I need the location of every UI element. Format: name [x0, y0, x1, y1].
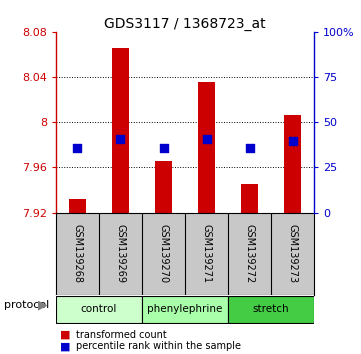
- Text: GSM139271: GSM139271: [201, 224, 212, 283]
- Text: GSM139272: GSM139272: [244, 224, 255, 283]
- Text: protocol: protocol: [4, 300, 49, 310]
- Point: [161, 145, 166, 151]
- Bar: [198, 81, 215, 212]
- FancyBboxPatch shape: [56, 296, 142, 323]
- Text: transformed count: transformed count: [76, 330, 166, 339]
- Point: [290, 138, 295, 144]
- Text: GSM139270: GSM139270: [158, 224, 169, 283]
- Text: GSM139269: GSM139269: [116, 224, 126, 283]
- Text: GSM139273: GSM139273: [288, 224, 297, 283]
- FancyBboxPatch shape: [228, 296, 314, 323]
- Text: stretch: stretch: [253, 304, 290, 314]
- Bar: [241, 184, 258, 212]
- Text: phenylephrine: phenylephrine: [147, 304, 223, 314]
- Text: control: control: [81, 304, 117, 314]
- Text: ■: ■: [60, 330, 70, 339]
- Point: [247, 145, 252, 151]
- Bar: [155, 161, 172, 212]
- FancyBboxPatch shape: [142, 296, 228, 323]
- Bar: [112, 48, 129, 212]
- Point: [118, 136, 123, 142]
- Text: ▶: ▶: [38, 299, 47, 312]
- Text: GSM139268: GSM139268: [73, 224, 82, 283]
- Text: percentile rank within the sample: percentile rank within the sample: [76, 341, 241, 351]
- Bar: [69, 199, 86, 212]
- Text: ■: ■: [60, 341, 70, 351]
- Title: GDS3117 / 1368723_at: GDS3117 / 1368723_at: [104, 17, 266, 31]
- Point: [204, 136, 209, 142]
- Bar: [284, 115, 301, 212]
- Point: [75, 145, 81, 151]
